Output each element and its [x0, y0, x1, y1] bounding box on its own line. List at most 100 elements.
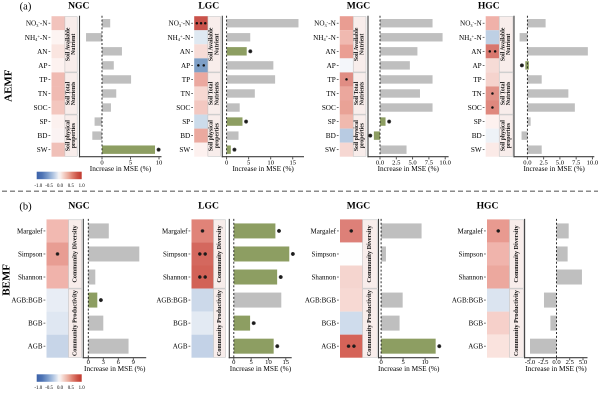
svg-text:Increase in MSE (%): Increase in MSE (%)	[232, 164, 294, 173]
svg-text:Margalef: Margalef	[17, 227, 43, 235]
svg-text:BD: BD	[326, 132, 336, 140]
svg-text:properties: properties	[214, 122, 220, 148]
svg-text:-2.5: -2.5	[538, 359, 549, 366]
svg-text:Margalef: Margalef	[457, 227, 483, 235]
svg-text:SW: SW	[37, 146, 48, 154]
svg-text:TN: TN	[472, 90, 482, 98]
svg-text:MGC: MGC	[347, 200, 371, 211]
svg-text:Soil Total: Soil Total	[354, 81, 360, 105]
svg-text:-0.5: -0.5	[45, 184, 53, 189]
svg-text:AP: AP	[181, 62, 190, 70]
svg-text:TN: TN	[181, 90, 191, 98]
svg-text:TP: TP	[473, 76, 481, 84]
svg-text:Soil Available: Soil Available	[209, 27, 215, 61]
svg-text:AGB: AGB	[321, 343, 336, 351]
svg-text:Soil Total: Soil Total	[501, 81, 507, 105]
svg-text:AGB: AGB	[173, 343, 188, 351]
svg-text:Simpson: Simpson	[18, 250, 43, 258]
svg-text:5.0: 5.0	[579, 359, 588, 366]
svg-text:Simpson: Simpson	[163, 250, 188, 258]
svg-text:Community Productivity: Community Productivity	[216, 289, 223, 356]
svg-text:3: 3	[102, 359, 106, 366]
svg-text:AGB: AGB	[28, 343, 43, 351]
svg-text:-5.0: -5.0	[525, 359, 536, 366]
svg-text:HGC: HGC	[478, 1, 500, 12]
svg-text:NO3--N: NO3--N	[26, 19, 48, 28]
svg-text:0.0: 0.0	[523, 159, 532, 166]
svg-text:(b): (b)	[19, 201, 32, 212]
svg-text:Nutrients: Nutrients	[71, 81, 77, 105]
svg-text:AGB:BGB: AGB:BGB	[156, 296, 187, 304]
svg-text:BGB: BGB	[469, 320, 484, 328]
svg-text:Shannon: Shannon	[163, 273, 188, 281]
svg-text:Shannon: Shannon	[18, 273, 43, 281]
svg-text:AGB:BGB: AGB:BGB	[305, 296, 336, 304]
svg-text:NGC: NGC	[68, 200, 89, 211]
svg-text:MGC: MGC	[347, 1, 371, 12]
svg-text:SOC: SOC	[176, 104, 190, 112]
svg-text:NH4+-N: NH4+-N	[459, 33, 483, 42]
svg-text:BGB: BGB	[322, 320, 337, 328]
svg-text:SOC: SOC	[468, 104, 482, 112]
svg-text:Nutrient: Nutrient	[506, 34, 512, 55]
svg-text:Shannon: Shannon	[312, 273, 337, 281]
svg-text:1.0: 1.0	[79, 386, 86, 391]
svg-text:AN: AN	[325, 48, 336, 56]
svg-text:Margalef: Margalef	[310, 227, 336, 235]
svg-text:10: 10	[422, 359, 429, 366]
svg-text:Nutrients: Nutrients	[214, 81, 220, 105]
svg-text:SW: SW	[179, 146, 190, 154]
svg-text:5.0: 5.0	[408, 159, 417, 166]
svg-text:AP: AP	[472, 62, 481, 70]
svg-text:Simpson: Simpson	[458, 250, 483, 258]
svg-text:SP: SP	[182, 118, 190, 126]
svg-text:Soil physical: Soil physical	[501, 120, 507, 151]
svg-text:TP: TP	[39, 76, 47, 84]
svg-text:0: 0	[225, 159, 229, 166]
svg-text:NO3--N: NO3--N	[460, 19, 482, 28]
svg-text:BGB: BGB	[28, 320, 43, 328]
svg-text:Community Diversity: Community Diversity	[513, 224, 520, 282]
svg-text:Community Diversity: Community Diversity	[216, 224, 223, 282]
svg-text:Shannon: Shannon	[459, 273, 484, 281]
svg-text:10: 10	[265, 359, 272, 366]
svg-text:Soil Total: Soil Total	[66, 81, 72, 105]
svg-text:NGC: NGC	[68, 1, 89, 12]
svg-text:5: 5	[247, 159, 251, 166]
svg-text:0.5: 0.5	[68, 386, 75, 391]
svg-text:7.5: 7.5	[425, 159, 434, 166]
svg-text:10.0: 10.0	[439, 159, 451, 166]
svg-text:Soil physical: Soil physical	[209, 120, 215, 151]
svg-text:AN: AN	[37, 48, 48, 56]
svg-text:Nutrient: Nutrient	[71, 34, 77, 55]
svg-text:AP: AP	[327, 62, 336, 70]
svg-text:-1.0: -1.0	[34, 386, 42, 391]
svg-text:Community Productivity: Community Productivity	[71, 289, 78, 356]
svg-text:Nutrient: Nutrient	[360, 34, 366, 55]
svg-text:0: 0	[379, 359, 383, 366]
svg-text:properties: properties	[506, 122, 512, 148]
svg-text:0: 0	[100, 159, 104, 166]
svg-text:-0.5: -0.5	[45, 386, 53, 391]
svg-text:5: 5	[249, 359, 253, 366]
svg-text:SOC: SOC	[34, 104, 48, 112]
svg-text:Nutrients: Nutrients	[506, 81, 512, 105]
svg-text:0.5: 0.5	[68, 184, 75, 189]
svg-text:BD: BD	[38, 132, 48, 140]
svg-text:TN: TN	[38, 90, 48, 98]
svg-text:NH4+-N: NH4+-N	[25, 33, 49, 42]
svg-text:Nutrients: Nutrients	[360, 81, 366, 105]
svg-text:2.5: 2.5	[392, 159, 401, 166]
svg-text:LGC: LGC	[198, 1, 219, 12]
svg-text:Soil physical: Soil physical	[66, 120, 72, 151]
svg-text:HGC: HGC	[477, 200, 499, 211]
svg-text:SW: SW	[325, 146, 336, 154]
svg-text:1.0: 1.0	[79, 184, 86, 189]
svg-text:Increase in MSE (%): Increase in MSE (%)	[90, 164, 152, 173]
svg-text:Nutrient: Nutrient	[214, 34, 220, 55]
svg-text:(a): (a)	[20, 2, 32, 13]
svg-text:5.0: 5.0	[556, 159, 565, 166]
svg-text:0.0: 0.0	[57, 386, 64, 391]
svg-text:AP: AP	[38, 62, 47, 70]
svg-text:properties: properties	[71, 122, 77, 148]
